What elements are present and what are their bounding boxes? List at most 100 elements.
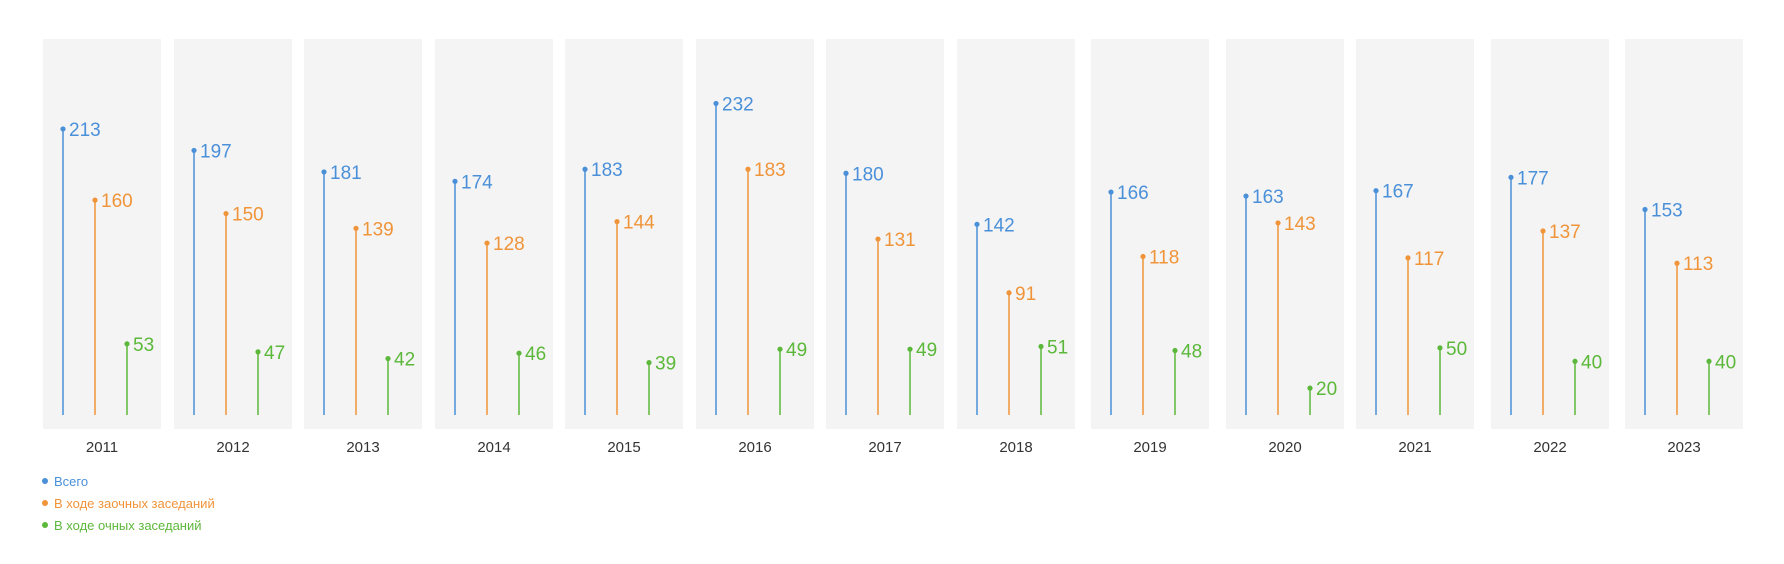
year-group-2018: 142 91 51 2018 — [957, 39, 1075, 456]
year-group-2012: 197 150 47 2012 — [174, 39, 292, 456]
point-2 — [1275, 220, 1281, 226]
point-2 — [1140, 253, 1146, 260]
point-3 — [1706, 358, 1712, 364]
legend-item-3: В ходе очных заседаний — [42, 514, 215, 536]
value-label: 50 — [1446, 339, 1467, 360]
point-2 — [745, 166, 751, 172]
point-2 — [484, 240, 490, 246]
year-label: 2014 — [477, 439, 510, 456]
year-group-2019: 166 118 48 2019 — [1091, 39, 1209, 456]
point-3 — [907, 346, 913, 352]
value-label: 118 — [1149, 248, 1179, 269]
point-3 — [385, 355, 391, 362]
year-group-2023: 153 113 40 2023 — [1625, 39, 1743, 456]
year-label: 2018 — [999, 439, 1032, 456]
value-label: 174 — [461, 172, 493, 193]
year-label: 2012 — [216, 439, 249, 456]
point-1 — [1373, 188, 1379, 194]
value-label: 42 — [394, 350, 415, 371]
value-label: 197 — [200, 141, 232, 162]
legend-label: В ходе заочных заседаний — [54, 495, 215, 511]
year-panel — [957, 39, 1075, 429]
value-label: 47 — [264, 343, 285, 364]
value-label: 137 — [1549, 222, 1581, 243]
point-2 — [353, 225, 359, 231]
value-label: 139 — [362, 219, 394, 240]
value-label: 181 — [330, 163, 362, 184]
legend-label: Всего — [54, 473, 89, 489]
value-label: 143 — [1284, 214, 1316, 235]
value-label: 46 — [525, 344, 546, 365]
point-3 — [1437, 345, 1443, 351]
value-label: 131 — [884, 230, 916, 251]
year-label: 2015 — [607, 439, 640, 456]
value-label: 232 — [722, 94, 754, 115]
year-label: 2022 — [1533, 439, 1566, 456]
point-3 — [1572, 358, 1578, 364]
year-panel — [43, 39, 161, 429]
year-panel — [1356, 39, 1474, 429]
point-2 — [875, 236, 881, 242]
legend-item-1: Всего — [42, 470, 215, 492]
point-1 — [321, 169, 327, 175]
year-group-2014: 174 128 46 2014 — [435, 39, 553, 456]
year-group-2016: 232 183 49 2016 — [696, 39, 814, 456]
year-group-2021: 167 117 50 2021 — [1356, 39, 1474, 456]
value-label: 117 — [1414, 249, 1444, 270]
value-label: 53 — [133, 335, 154, 356]
point-2 — [1540, 228, 1546, 234]
point-3 — [777, 346, 783, 352]
legend-dot-icon — [42, 500, 48, 506]
point-3 — [255, 349, 261, 355]
point-2 — [1405, 255, 1411, 261]
point-2 — [1674, 260, 1680, 266]
value-label: 167 — [1382, 182, 1414, 203]
value-label: 166 — [1117, 183, 1149, 204]
point-1 — [452, 178, 458, 184]
year-label: 2017 — [868, 439, 901, 456]
value-label: 39 — [655, 354, 676, 375]
value-label: 177 — [1517, 168, 1549, 189]
year-group-2017: 180 131 49 2017 — [826, 39, 944, 456]
point-2 — [92, 197, 98, 203]
point-2 — [1006, 290, 1012, 296]
year-panel — [696, 39, 814, 429]
value-label: 144 — [623, 213, 655, 234]
value-label: 51 — [1047, 338, 1068, 359]
value-label: 113 — [1683, 254, 1713, 275]
point-1 — [191, 147, 197, 154]
point-3 — [124, 341, 130, 347]
year-group-2011: 213 160 53 2011 — [43, 39, 161, 456]
value-label: 128 — [493, 234, 525, 255]
point-2 — [223, 210, 229, 217]
value-label: 49 — [786, 340, 807, 361]
value-label: 91 — [1015, 284, 1036, 305]
value-label: 20 — [1316, 379, 1337, 400]
legend-label: В ходе очных заседаний — [54, 517, 202, 533]
value-label: 142 — [983, 215, 1015, 236]
legend-item-2: В ходе заочных заседаний — [42, 492, 215, 514]
value-label: 160 — [101, 191, 133, 212]
point-3 — [1307, 385, 1313, 391]
legend-dot-icon — [42, 478, 48, 484]
year-label: 2013 — [346, 439, 379, 456]
value-label: 40 — [1581, 352, 1602, 373]
value-label: 183 — [754, 160, 786, 181]
year-label: 2023 — [1667, 439, 1700, 456]
point-1 — [713, 100, 719, 107]
value-label: 183 — [591, 160, 623, 181]
point-1 — [1508, 174, 1514, 180]
value-label: 40 — [1715, 352, 1736, 373]
year-label: 2020 — [1268, 439, 1301, 456]
value-label: 150 — [232, 205, 264, 226]
value-label: 48 — [1181, 342, 1202, 363]
value-label: 153 — [1651, 201, 1683, 222]
point-3 — [1172, 347, 1178, 354]
value-label: 49 — [916, 340, 937, 361]
value-label: 213 — [69, 120, 101, 141]
point-1 — [582, 166, 588, 172]
year-panel — [174, 39, 292, 429]
point-1 — [60, 126, 66, 132]
year-group-2013: 181 139 42 2013 — [304, 39, 422, 456]
